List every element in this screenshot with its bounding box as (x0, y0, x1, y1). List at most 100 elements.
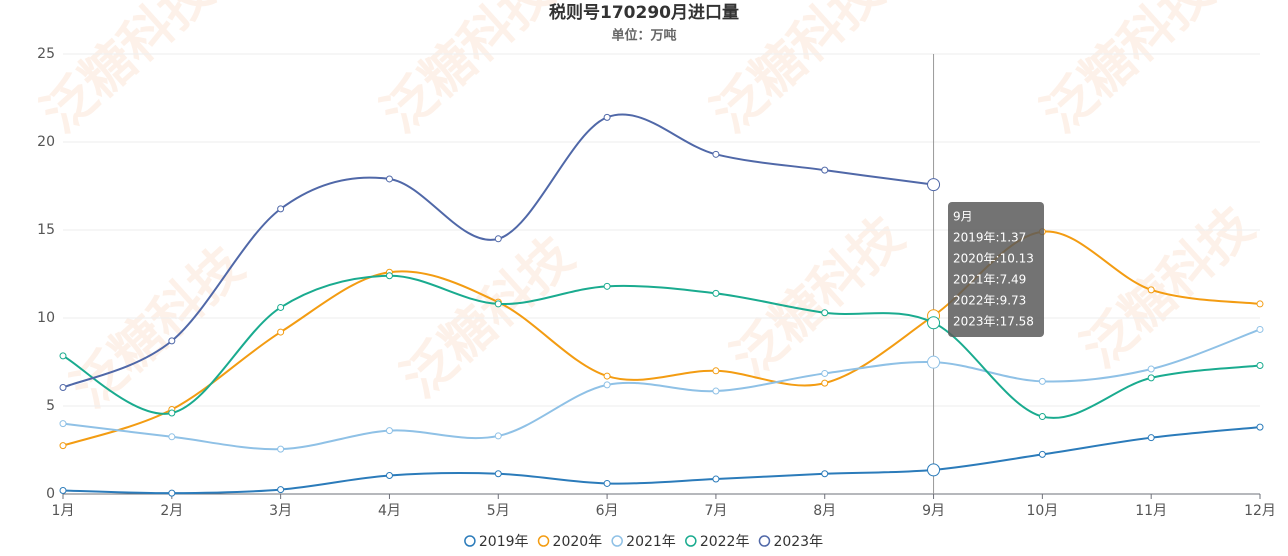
legend-label: 2022年 (700, 534, 750, 550)
legend-symbol (685, 535, 697, 547)
data-point (1147, 365, 1155, 373)
data-point (821, 470, 829, 478)
data-point (1256, 300, 1264, 308)
x-tick-label: 9月 (922, 503, 945, 519)
tooltip: 9月 2019年:1.37 2020年:10.13 2021年:7.49 2022年:9… (948, 202, 1044, 337)
watermark: 泛糖科技 (61, 236, 256, 420)
legend-label: 2020年 (553, 534, 603, 550)
chart-title: 税则号170290月进口量 (549, 2, 739, 23)
data-point (494, 470, 502, 478)
tooltip-line: 2019年:1.37 (953, 231, 1026, 245)
tooltip-title: 9月 (953, 210, 973, 224)
data-point (277, 205, 285, 213)
tooltip-line: 2023年:17.58 (953, 315, 1034, 329)
data-point (168, 489, 176, 497)
data-point (1147, 434, 1155, 442)
data-point (927, 355, 941, 369)
series-line (62, 274, 1261, 419)
data-point (168, 433, 176, 441)
x-tick-label: 1月 (52, 503, 75, 519)
data-point (927, 178, 941, 192)
data-point (712, 289, 720, 297)
data-point (1038, 450, 1046, 458)
tooltip-line: 2022年:9.73 (953, 294, 1026, 308)
x-tick-label: 6月 (596, 503, 619, 519)
x-tick-label: 11月 (1135, 503, 1167, 519)
y-tick-label: 5 (46, 398, 55, 414)
data-point (277, 303, 285, 311)
data-point (494, 300, 502, 308)
y-tick-label: 20 (37, 134, 55, 150)
watermark: 泛糖科技 (371, 0, 566, 145)
tooltip-line: 2021年:7.49 (953, 273, 1026, 287)
watermark: 泛糖科技 (721, 206, 916, 390)
data-point (603, 479, 611, 487)
x-tick-label: 4月 (378, 503, 401, 519)
data-point (277, 328, 285, 336)
legend-label: 2023年 (773, 534, 823, 550)
data-point (277, 445, 285, 453)
data-point (168, 409, 176, 417)
data-point (712, 387, 720, 395)
data-point (821, 379, 829, 387)
data-point (1038, 413, 1046, 421)
data-point (712, 475, 720, 483)
legend-symbol (758, 535, 771, 547)
y-tick-label: 25 (37, 46, 55, 62)
data-point (385, 427, 393, 435)
tooltip-box (948, 202, 1044, 337)
data-point (385, 272, 393, 280)
legend-label: 2021年 (626, 534, 676, 550)
data-point (821, 166, 829, 174)
data-point (712, 367, 720, 375)
x-tick-label: 8月 (813, 503, 836, 519)
x-tick-label: 3月 (269, 503, 292, 519)
legend: 2019年 2020年 2021年 2022年 2023年 (464, 534, 823, 550)
y-tick-label: 15 (37, 222, 55, 238)
legend-symbol (611, 535, 623, 547)
data-point (385, 472, 393, 480)
data-point (927, 463, 941, 477)
x-tick-label: 2月 (160, 503, 183, 519)
chart-subtitle: 单位：万吨 (611, 28, 676, 44)
data-point (59, 442, 67, 450)
series-line (62, 230, 1261, 447)
data-point (1038, 377, 1046, 385)
data-point (59, 352, 67, 360)
legend-item: 2020年 (537, 534, 603, 550)
data-point (603, 372, 611, 380)
x-tick-label: 7月 (704, 503, 727, 519)
x-tick-label: 12月 (1244, 503, 1276, 519)
y-tick-label: 10 (37, 310, 55, 326)
data-point (277, 486, 285, 494)
data-point (59, 486, 67, 494)
data-point (1147, 374, 1155, 382)
legend-symbol (464, 535, 476, 547)
data-point (59, 420, 67, 428)
data-point (603, 282, 611, 290)
data-point (927, 316, 941, 330)
watermark: 泛糖科技 (1031, 0, 1226, 145)
series-line (62, 328, 1261, 451)
x-tick-label: 5月 (487, 503, 510, 519)
data-point (603, 113, 611, 121)
data-point (712, 150, 720, 158)
legend-label: 2019年 (479, 534, 529, 550)
data-point (603, 381, 611, 389)
data-point (494, 432, 502, 440)
legend-item: 2021年 (611, 534, 676, 550)
data-point (59, 384, 67, 392)
data-point (1256, 423, 1264, 431)
data-point (168, 337, 176, 345)
x-tick-label: 10月 (1026, 503, 1058, 519)
data-point (494, 235, 502, 243)
series-line (62, 426, 1261, 495)
data-point (1256, 325, 1264, 333)
legend-symbol (537, 535, 550, 547)
data-point (385, 175, 393, 183)
legend-item: 2023年 (758, 534, 823, 550)
data-point (1147, 286, 1155, 294)
